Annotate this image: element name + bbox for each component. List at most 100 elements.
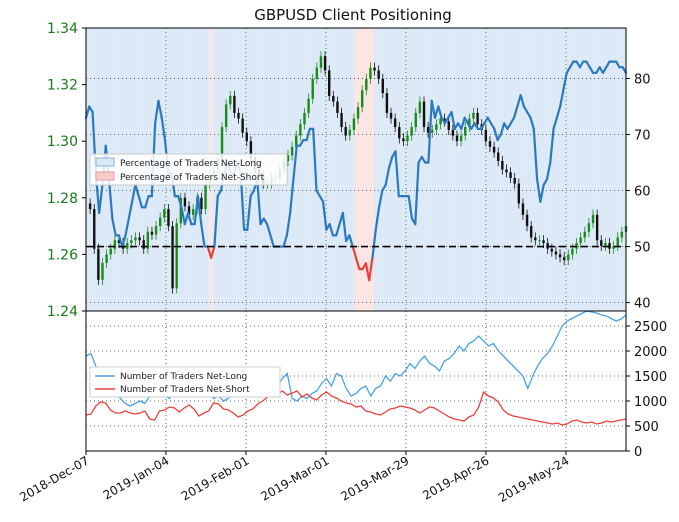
bg-long-band: [542, 28, 546, 311]
bg-short-band: [364, 28, 369, 311]
candle-body: [348, 129, 352, 136]
bg-long-band: [601, 28, 606, 311]
net-long-pct-segment: [519, 94, 526, 108]
bg-long-band: [611, 28, 615, 311]
count-net-short-line: [85, 390, 627, 426]
count-tick-label: 500: [634, 420, 659, 435]
bg-long-band: [433, 28, 438, 311]
bg-long-band: [604, 28, 609, 311]
bg-long-band: [578, 28, 583, 311]
net-long-pct-segment: [348, 234, 354, 248]
bg-short-band: [367, 28, 372, 311]
candle-body: [126, 243, 129, 249]
bg-long-band: [295, 28, 299, 311]
date-tick-label: 2019-Feb-01: [179, 453, 252, 503]
count-tick-label: 1000: [634, 395, 667, 410]
net-long-pct-segment: [107, 178, 114, 220]
legend-swatch-net-short: [95, 171, 115, 181]
candle-body: [542, 240, 545, 244]
candle-body: [303, 112, 306, 125]
bg-long-band: [617, 28, 622, 311]
bg-long-band: [486, 28, 490, 311]
net-long-pct-segment: [180, 206, 186, 226]
bg-long-band: [463, 28, 467, 311]
net-long-pct-segment: [377, 189, 384, 209]
bg-long-band: [337, 28, 342, 311]
chart-title: GBPUSD Client Positioning: [254, 6, 452, 24]
bg-long-band: [624, 28, 626, 311]
net-long-pct-segment: [137, 195, 144, 209]
candle-body: [538, 240, 541, 242]
candle-body: [620, 231, 624, 238]
candle-body: [138, 237, 141, 241]
net-long-pct-segment: [127, 200, 134, 220]
net-long-pct-segment: [84, 105, 91, 119]
bg-long-band: [453, 28, 457, 311]
candle-body: [154, 226, 158, 235]
candle-body: [377, 70, 380, 79]
legend-percentage: Percentage of Traders Net-Long Percentag…: [89, 153, 288, 186]
pct-tick-label: 60: [634, 185, 651, 200]
candle-body: [509, 172, 512, 178]
net-long-pct-segment: [387, 155, 394, 170]
bg-long-band: [383, 28, 388, 311]
net-long-pct-segment: [328, 223, 335, 237]
bg-long-band: [446, 28, 451, 311]
net-long-pct-segment: [121, 234, 127, 248]
bg-long-band: [318, 28, 322, 311]
candle-body: [237, 112, 240, 119]
net-long-pct-segment: [335, 223, 341, 237]
bg-long-band: [314, 28, 319, 311]
net-long-pct-segment: [213, 195, 219, 248]
net-long-pct-segment: [437, 105, 443, 119]
candle-body: [323, 56, 327, 71]
net-long-pct-segment: [210, 245, 216, 259]
bg-long-band: [548, 28, 553, 311]
bg-long-band: [565, 28, 569, 311]
price-candles: [88, 51, 628, 294]
bg-long-band: [528, 28, 533, 311]
bg-long-band: [515, 28, 520, 311]
net-long-pct-segment: [157, 99, 163, 119]
bg-long-band: [512, 28, 517, 311]
candle-body: [604, 243, 607, 246]
candle-body: [414, 112, 417, 128]
bg-short-band: [360, 28, 365, 311]
bg-long-band: [482, 28, 487, 311]
candle-body: [109, 248, 112, 255]
candle-body: [402, 138, 405, 142]
candle-body: [175, 223, 178, 289]
net-long-pct-segment: [512, 105, 519, 119]
bg-long-band: [403, 28, 408, 311]
candle-body: [340, 112, 343, 128]
count-tick-label: 0: [634, 445, 642, 460]
bg-long-band: [522, 28, 527, 311]
bg-long-band: [324, 28, 329, 311]
candle-body: [431, 129, 434, 133]
candle-body: [365, 78, 368, 91]
bg-long-band: [456, 28, 461, 311]
bg-long-band: [607, 28, 612, 311]
count-tick-label: 1500: [634, 370, 667, 385]
bg-long-band: [420, 28, 424, 311]
candle-body: [554, 251, 558, 255]
candle-body: [521, 203, 525, 215]
bg-long-band: [621, 28, 625, 311]
candle-body: [571, 248, 574, 255]
candle-body: [113, 240, 117, 249]
bg-long-band: [538, 28, 543, 311]
candle-body: [356, 107, 360, 119]
candle-body: [455, 135, 459, 142]
candle-body: [410, 127, 413, 136]
legend-label-net-short: Percentage of Traders Net-Short: [120, 173, 265, 183]
net-long-pct-segment: [265, 223, 272, 237]
candle-body: [204, 183, 207, 210]
candle-body: [134, 237, 137, 241]
net-long-pct-segment: [384, 166, 391, 187]
net-long-pct-segment: [312, 127, 318, 192]
candle-body: [229, 95, 232, 105]
candle-body: [591, 214, 595, 224]
bg-long-band: [436, 28, 441, 311]
bg-long-band: [430, 28, 434, 311]
